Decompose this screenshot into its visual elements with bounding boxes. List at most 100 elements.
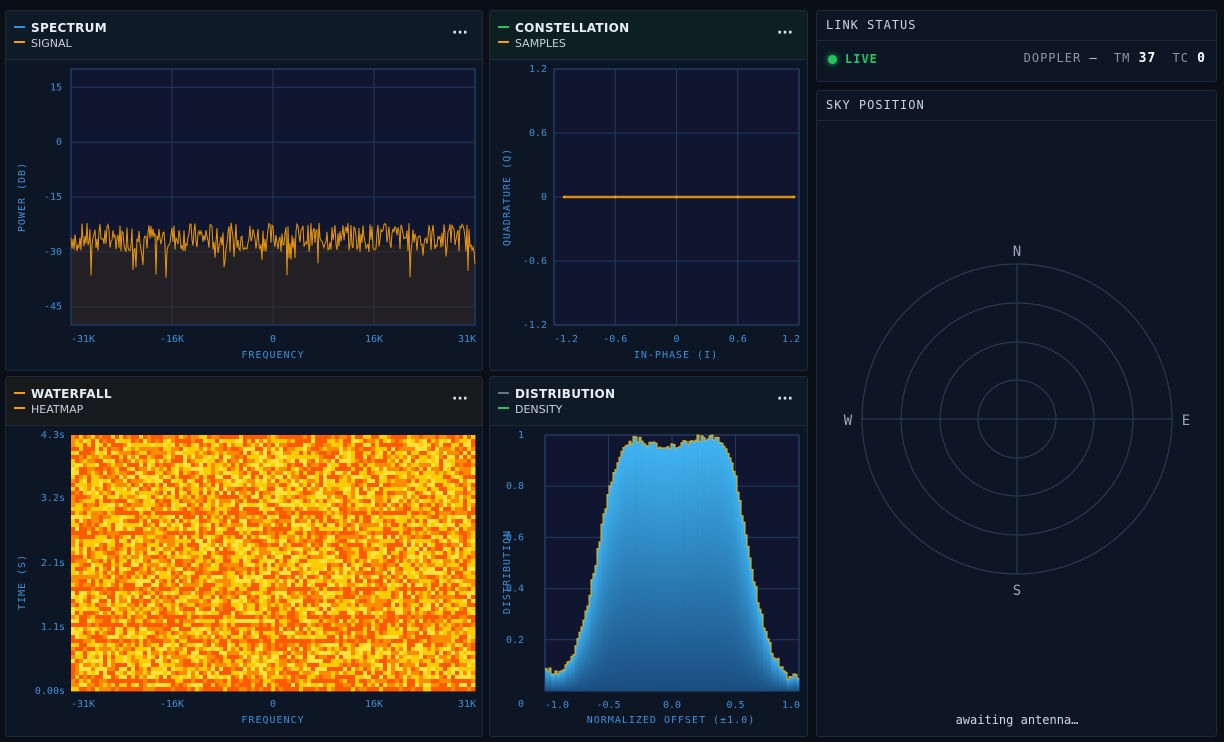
constellation-x-tick-2: 0 [673,334,679,345]
distribution-x-tick-1: -0.5 [596,700,620,711]
waterfall-xlabel: FREQUENCY [241,715,304,726]
link-status-title: LINK STATUS [817,11,1216,41]
waterfall-y-tick-0: 4.3s [41,430,65,441]
density-bar-49 [643,443,646,691]
signal-swatch [14,41,25,43]
density-bar-62 [669,448,672,691]
density-bar-108 [761,614,764,691]
density-bar-23 [591,579,594,691]
density-bar-39 [623,447,626,691]
live-label: LIVE [845,52,878,66]
density-bar-3 [551,674,554,691]
link-status-panel: LINK STATUS LIVE DOPPLER — TM 37 TC 0 [816,10,1217,82]
density-bar-112 [769,642,772,691]
density-bar-74 [693,441,696,691]
density-bar-51 [647,446,650,691]
constellation-y-tick-0: 1.2 [529,64,547,75]
signal-line [70,222,476,278]
spectrum-menu-button[interactable]: ··· [452,25,468,41]
distribution-y-tick-2: 0.6 [506,532,524,543]
doppler-value: — [1089,51,1098,65]
density-bar-71 [687,444,690,691]
density-bar-47 [639,437,642,691]
density-bar-19 [583,620,586,691]
distribution-title-row: DISTRIBUTION [498,387,615,401]
constellation-y-tick-2: 0 [541,192,547,203]
density-bar-95 [735,475,738,691]
spectrum-plot: 15 0 -15 -30 -45 -31K -16K 0 16K 31K FREQUENCY P… [17,68,476,361]
telemetry-readout: DOPPLER — TM 37 TC 0 [1024,51,1206,66]
constellation-x-tick-4: 1.2 [782,334,800,345]
density-bar-103 [751,569,754,691]
constellation-title: CONSTELLATION [515,21,630,35]
density-bar-68 [681,442,684,691]
density-bar-59 [663,447,666,691]
distribution-y-tick-5: 0 [518,699,524,710]
heatmap-swatch [14,407,25,409]
density-bar-118 [781,666,784,691]
spectrum-xlabel: FREQUENCY [241,350,304,361]
sample-point-2 [675,195,678,199]
density-bar-72 [689,441,692,691]
density-bar-80 [705,440,708,691]
density-bar-120 [785,672,788,691]
waterfall-series-label: HEATMAP [31,403,84,416]
density-bar-90 [725,448,728,691]
waterfall-title-row: WATERFALL [14,387,112,401]
density-bar-21 [587,606,590,691]
density-bar-111 [767,638,770,691]
density-bar-92 [729,457,732,691]
density-bar-63 [671,443,674,691]
waterfall-legend-row: HEATMAP [14,403,83,416]
spectrum-x-tick-2: 0 [270,334,276,345]
density-bar-79 [703,437,706,691]
density-bar-91 [727,453,730,691]
density-bar-30 [605,508,608,691]
density-bar-57 [659,447,662,691]
spectrum-header: SPECTRUM SIGNAL ··· [6,11,482,60]
density-bar-12 [569,661,572,691]
distribution-ylabel: DISTRIBUTION [502,530,513,614]
spectrum-series-label: SIGNAL [31,37,72,50]
density-bar-25 [595,565,598,691]
density-bar-73 [691,440,694,691]
constellation-menu-button[interactable]: ··· [777,25,793,41]
constellation-xlabel: IN-PHASE (I) [634,350,718,361]
constellation-swatch [498,25,509,28]
distribution-menu-button[interactable]: ··· [777,391,793,407]
density-bar-14 [573,654,576,691]
density-bar-34 [613,472,616,691]
density-bar-24 [593,573,596,691]
density-bar-98 [741,515,744,691]
density-bar-75 [695,440,698,691]
waterfall-heatmap [71,435,476,692]
constellation-y-tick-3: -0.6 [523,256,547,267]
constellation-legend-row: SAMPLES [498,37,566,50]
distribution-series-label: DENSITY [515,403,563,416]
density-bar-86 [717,437,720,691]
spectrum-y-tick-0: 15 [50,82,62,93]
density-bar-65 [675,448,678,691]
density-bar-115 [775,659,778,691]
density-bar-116 [777,658,780,691]
waterfall-swatch [14,391,25,394]
spectrum-swatch [14,25,25,28]
density-bar-109 [763,628,766,691]
spectrum-x-tick-4: 31K [458,334,476,345]
density-bar-102 [749,558,752,691]
density-bar-28 [601,524,604,691]
spectrum-x-tick-1: -16K [160,334,184,345]
spectrum-title-row: SPECTRUM [14,21,107,35]
sky-position-panel: SKY POSITION N S E W awaiting antenna… [816,90,1217,737]
constellation-x-tick-1: -0.6 [603,334,627,345]
density-bar-83 [711,435,714,691]
density-bar-89 [723,446,726,691]
waterfall-y-tick-3: 1.1s [41,622,65,633]
waterfall-menu-button[interactable]: ··· [452,391,468,407]
spectrum-legend-row: SIGNAL [14,37,72,50]
density-bar-36 [617,462,620,691]
constellation-series-label: SAMPLES [515,37,566,50]
density-bar-33 [611,481,614,691]
waterfall-x-tick-3: 16K [365,699,383,710]
density-bar-16 [577,638,580,691]
